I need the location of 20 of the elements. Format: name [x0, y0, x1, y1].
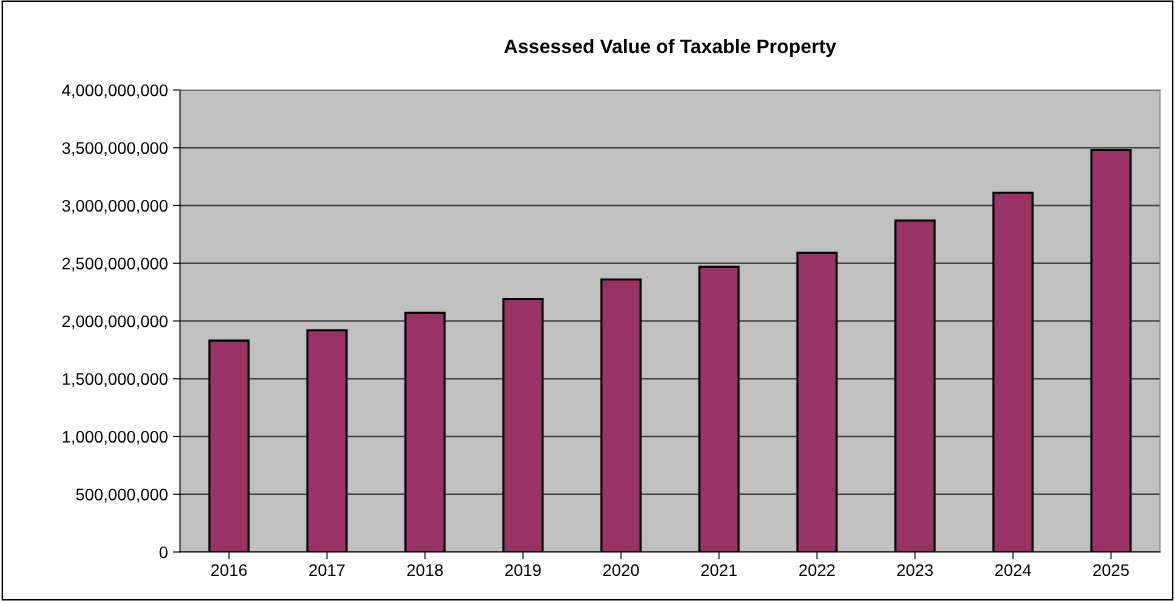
y-tick-label: 0 — [159, 546, 168, 559]
y-tick-label: 2,000,000,000 — [62, 315, 168, 330]
x-tick-label: 2018 — [407, 564, 443, 577]
x-tick-label: 2025 — [1093, 564, 1129, 577]
y-tick-label: 3,500,000,000 — [62, 142, 168, 156]
chart-title: Assessed Value of Taxable Property — [504, 38, 837, 58]
x-tick-label: 2017 — [309, 564, 345, 577]
y-tick-label: 1,000,000,000 — [62, 430, 168, 445]
y-tick-label: 1,500,000,000 — [62, 373, 168, 387]
y-tick-label: 4,000,000,000 — [62, 84, 168, 99]
y-tick-label: 500,000,000 — [76, 488, 168, 503]
x-tick-label: 2016 — [211, 564, 247, 577]
x-tick-label: 2024 — [995, 564, 1032, 577]
y-tick-label: 3,000,000,000 — [62, 199, 168, 214]
x-tick-label: 2022 — [799, 564, 835, 577]
y-tick-label: 2,500,000,000 — [62, 257, 168, 272]
x-tick-label: 2019 — [505, 564, 541, 577]
x-tick-label: 2020 — [603, 564, 639, 577]
x-tick-label: 2021 — [701, 564, 737, 577]
x-tick-label: 2023 — [897, 564, 933, 577]
